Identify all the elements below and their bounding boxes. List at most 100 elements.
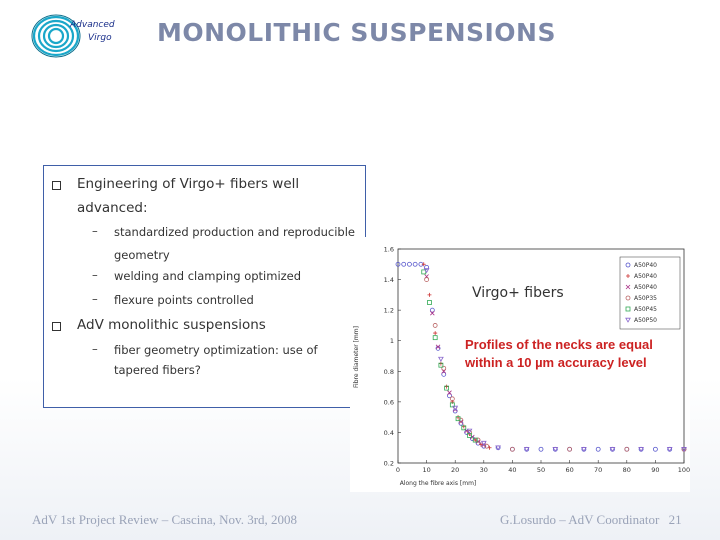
legend-marker <box>625 262 631 268</box>
data-point-series-0 <box>447 393 452 399</box>
data-point-series-1 <box>421 262 426 267</box>
data-point-series-2 <box>435 344 441 350</box>
data-point-series-3 <box>441 365 447 371</box>
data-point-series-4 <box>444 385 450 391</box>
data-point-series-4 <box>449 402 455 408</box>
legend-entry: A50P40 <box>634 273 657 280</box>
dash-icon: – <box>92 224 98 238</box>
data-point-series-1 <box>461 424 466 429</box>
sub-bullet-1-2: welding and clamping optimized <box>114 269 302 283</box>
sub-bullet-2-1-cont: tapered fibers? <box>114 363 201 377</box>
legend-entry: A50P40 <box>634 284 657 291</box>
data-point-series-0 <box>538 446 544 452</box>
fiber-profile-chart: 1.6 1.4 1.2 1 0.8 0.6 0.4 0.2 0 10 20 30 40 50 60 70 80 9… <box>350 237 690 492</box>
data-point-series-3 <box>424 277 429 282</box>
chart-y-axis-label: Fibre diameter [mm] <box>353 326 360 388</box>
chart-annotation-line-2: within a 10 µm accuracy level <box>464 355 647 370</box>
data-point-series-5 <box>523 447 530 453</box>
logo-text-advanced: Advanced <box>70 20 115 30</box>
x-tick-label: 40 <box>508 466 516 474</box>
x-tick-label: 60 <box>565 466 573 474</box>
data-point-series-4 <box>438 362 444 368</box>
data-point-series-0 <box>412 261 418 267</box>
data-point-series-4 <box>432 335 438 341</box>
x-tick-label: 100 <box>678 466 690 474</box>
data-point-series-3 <box>432 323 438 328</box>
data-point-series-5 <box>423 268 430 274</box>
data-point-series-5 <box>609 447 616 453</box>
x-tick-label: 20 <box>451 466 459 474</box>
sub-bullet-1-1-cont: geometry <box>114 248 170 262</box>
legend-entry: A50P50 <box>634 317 657 324</box>
sub-bullet-1-3: flexure points controlled <box>114 293 254 307</box>
logo-text-virgo: Virgo <box>88 33 112 43</box>
data-point-series-0 <box>407 261 412 267</box>
data-point-series-1 <box>427 292 432 297</box>
chart-svg: 1.6 1.4 1.2 1 0.8 0.6 0.4 0.20 10 20 30 40 50 60 70 80 9… <box>350 237 690 492</box>
chart-x-axis-label: Along the fibre axis [mm] <box>400 480 477 487</box>
y-tick-label: 0.4 <box>384 429 394 437</box>
data-point-series-0 <box>401 261 407 267</box>
chart-overlay-label: Virgo+ fibers <box>472 285 564 301</box>
data-point-series-5 <box>495 445 501 451</box>
data-point-series-4 <box>455 416 461 422</box>
data-point-series-1 <box>433 331 438 336</box>
data-point-series-3 <box>509 446 515 452</box>
data-point-series-4 <box>427 300 432 305</box>
data-point-series-0 <box>652 446 658 452</box>
sub-bullet-2-1: fiber geometry optimization: use of <box>114 343 318 357</box>
chart-legend-box <box>619 256 681 330</box>
chart-annotation-line-1: Profiles of the necks are equal <box>465 337 653 352</box>
data-point-series-3 <box>475 437 481 443</box>
data-point-series-3 <box>624 446 630 452</box>
y-tick-label: 0.8 <box>384 368 394 376</box>
data-point-series-4 <box>461 425 467 431</box>
legend-entry: A50P40 <box>634 262 657 269</box>
data-point-series-0 <box>429 307 435 313</box>
data-point-series-0 <box>424 264 429 270</box>
x-tick-label: 70 <box>594 466 602 474</box>
x-tick-label: 0 <box>396 466 400 474</box>
y-tick-label: 1.2 <box>384 307 394 315</box>
x-tick-label: 10 <box>422 466 430 474</box>
logo-rings-icon <box>31 14 81 58</box>
data-point-series-3 <box>449 396 455 402</box>
dash-icon: – <box>92 292 98 306</box>
data-point-series-5 <box>581 447 587 453</box>
y-tick-label: 0.6 <box>384 398 394 406</box>
footer-left: AdV 1st Project Review – Cascina, Nov. 3… <box>32 512 298 527</box>
footer-right: G.Losurdo – AdV Coordinator 21 <box>500 512 682 528</box>
data-point-series-1 <box>456 415 461 420</box>
data-point-series-1 <box>478 442 483 447</box>
sub-bullet-1-1: standardized production and reproducible <box>114 225 356 239</box>
data-point-series-0 <box>441 371 447 377</box>
data-point-series-3 <box>458 417 464 423</box>
data-point-series-5 <box>438 356 444 362</box>
data-point-series-0 <box>595 446 601 452</box>
x-tick-label: 30 <box>480 466 488 474</box>
slide-title: MONOLITHIC SUSPENSIONS <box>157 18 556 47</box>
legend-entry: A50P45 <box>634 306 657 313</box>
y-tick-label: 1.6 <box>384 246 394 254</box>
x-tick-label: 90 <box>651 466 659 474</box>
legend-entry: A50P35 <box>634 295 657 302</box>
data-point-series-2 <box>475 439 481 444</box>
data-point-series-5 <box>552 447 559 453</box>
data-point-series-5 <box>452 405 459 411</box>
data-point-series-4 <box>472 437 478 443</box>
data-point-series-1 <box>438 361 443 366</box>
y-tick-label: 0.2 <box>384 460 394 468</box>
page-number: 21 <box>668 512 682 527</box>
x-tick-label: 50 <box>537 466 545 474</box>
legend-marker <box>625 295 631 301</box>
footer-author: G.Losurdo – AdV Coordinator <box>500 512 660 527</box>
data-point-series-4 <box>421 269 427 275</box>
data-point-series-5 <box>638 447 644 453</box>
data-point-series-5 <box>681 447 687 453</box>
bullet-square-icon <box>52 322 61 331</box>
y-tick-label: 1.4 <box>384 276 394 284</box>
bullet-square-icon <box>52 181 61 190</box>
bullet-1-line-1: Engineering of Virgo+ fibers well <box>77 176 300 192</box>
data-point-series-1 <box>444 384 449 389</box>
bullet-1-line-2: advanced: <box>77 200 148 216</box>
